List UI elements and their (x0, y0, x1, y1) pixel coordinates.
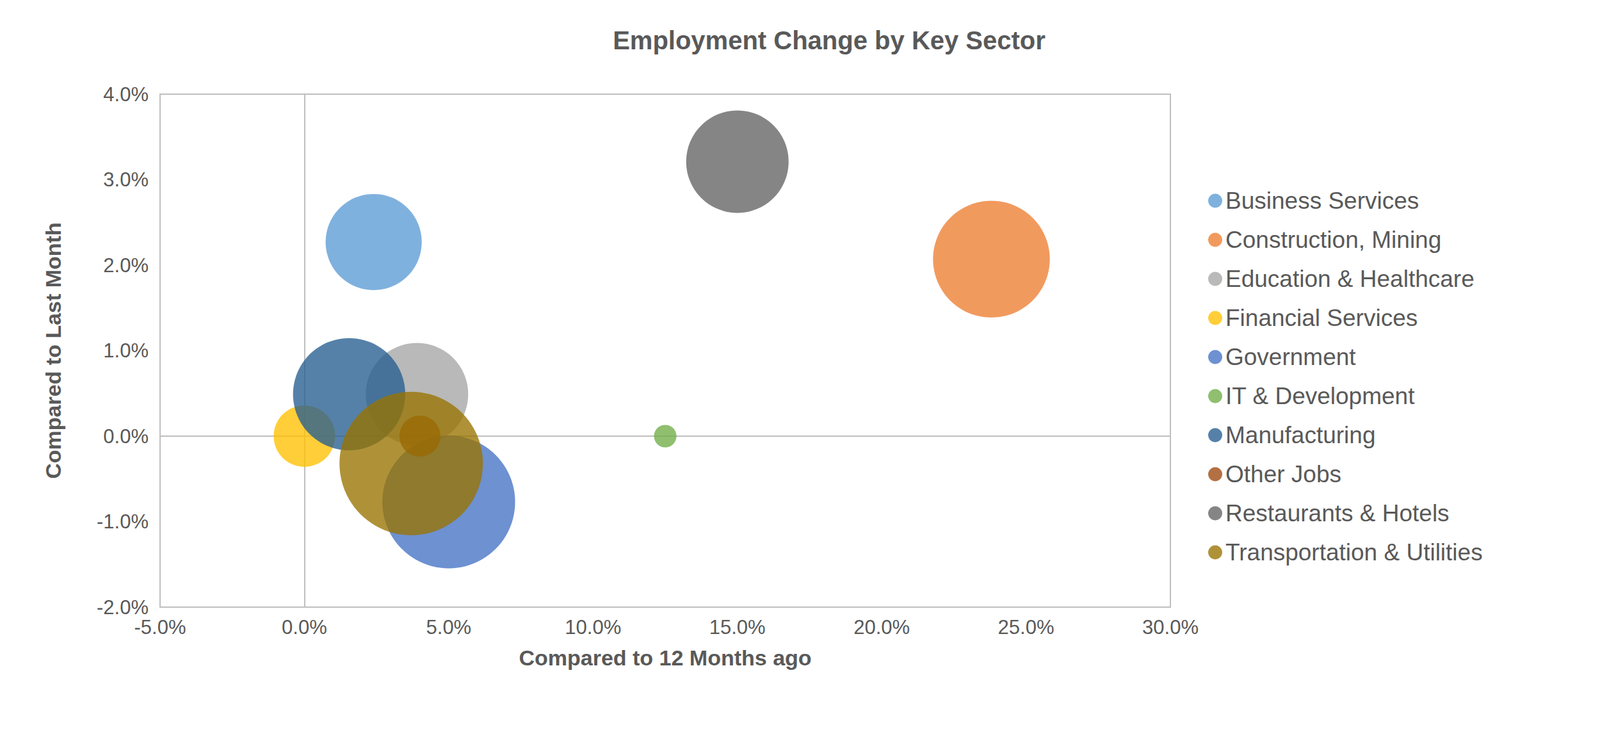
svg-text:Business Services: Business Services (1225, 187, 1419, 214)
svg-text:Financial Services: Financial Services (1225, 304, 1418, 332)
svg-text:Other Jobs: Other Jobs (1225, 460, 1342, 488)
svg-text:Education & Healthcare: Education & Healthcare (1225, 265, 1475, 292)
svg-text:30.0%: 30.0% (1142, 615, 1199, 639)
svg-text:-1.0%: -1.0% (96, 510, 149, 533)
svg-text:0.0%: 0.0% (103, 425, 149, 448)
svg-text:-5.0%: -5.0% (134, 615, 187, 639)
svg-text:3.0%: 3.0% (103, 168, 149, 191)
svg-text:Construction, Mining: Construction, Mining (1225, 226, 1442, 253)
svg-text:Restaurants & Hotels: Restaurants & Hotels (1225, 500, 1450, 527)
svg-text:25.0%: 25.0% (998, 615, 1055, 639)
svg-text:5.0%: 5.0% (426, 615, 472, 639)
svg-text:4.0%: 4.0% (103, 83, 149, 106)
svg-text:Employment Change by Key Secto: Employment Change by Key Sector (612, 26, 1046, 55)
svg-text:-2.0%: -2.0% (96, 596, 149, 619)
svg-text:2.0%: 2.0% (103, 254, 149, 277)
svg-text:Transportation & Utilities: Transportation & Utilities (1225, 539, 1483, 566)
svg-text:Manufacturing: Manufacturing (1225, 421, 1376, 449)
svg-text:Compared to Last Month: Compared to Last Month (40, 222, 66, 479)
svg-text:Compared to 12 Months ago: Compared to 12 Months ago (518, 645, 812, 670)
svg-text:Government: Government (1225, 343, 1357, 371)
svg-text:15.0%: 15.0% (709, 615, 766, 639)
svg-text:20.0%: 20.0% (853, 615, 910, 639)
svg-text:10.0%: 10.0% (564, 615, 622, 639)
svg-text:0.0%: 0.0% (281, 615, 328, 639)
svg-text:1.0%: 1.0% (103, 339, 149, 362)
svg-text:IT & Development: IT & Development (1225, 382, 1415, 410)
